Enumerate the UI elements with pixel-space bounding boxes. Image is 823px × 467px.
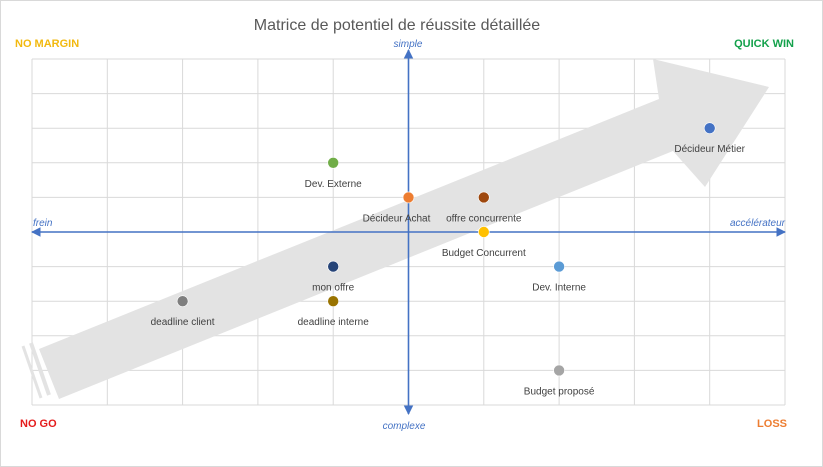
data-point	[553, 364, 565, 377]
data-point-label: Décideur Métier	[674, 144, 745, 155]
axis-label-top: simple	[394, 39, 423, 50]
data-point-label: Dev. Externe	[305, 179, 362, 190]
trend-arrow-shape	[39, 59, 769, 399]
chart-title: Matrice de potentiel de réussite détaill…	[254, 17, 540, 34]
data-point	[477, 226, 490, 238]
data-point	[327, 295, 340, 308]
quadrant-label-top-left: NO MARGIN	[15, 38, 79, 50]
data-point-label: offre concurrente	[446, 213, 522, 224]
data-point-label: Décideur Achat	[363, 213, 431, 224]
data-point	[327, 260, 340, 273]
data-point	[703, 122, 716, 134]
data-point-label: deadline interne	[298, 317, 370, 328]
axis-label-bottom: complexe	[383, 421, 426, 432]
data-point	[402, 191, 415, 204]
data-point-label: mon offre	[312, 283, 354, 294]
axes	[31, 49, 786, 415]
quadrant-label-bottom-right: LOSS	[757, 418, 787, 430]
data-point	[176, 295, 189, 308]
quadrant-label-top-right: QUICK WIN	[734, 38, 794, 50]
axis-label-left: frein	[33, 218, 53, 229]
quadrant-label-bottom-left: NO GO	[20, 418, 57, 430]
axis-label-right: accélérateur	[730, 218, 786, 229]
arrow-tail-stripes	[21, 342, 51, 399]
data-point-label: Dev. Interne	[532, 283, 586, 294]
data-point-label: deadline client	[151, 317, 215, 328]
data-point-label: Budget proposé	[524, 386, 595, 397]
data-point	[553, 260, 565, 273]
data-point-label: Budget Concurrent	[442, 248, 526, 259]
data-point	[477, 191, 490, 204]
data-points: Décideur Métier Dev. Externe Décideur Acha…	[151, 122, 746, 397]
data-point	[327, 157, 340, 169]
